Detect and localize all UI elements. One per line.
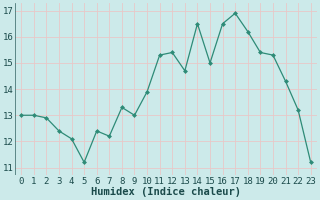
X-axis label: Humidex (Indice chaleur): Humidex (Indice chaleur) [91, 187, 241, 197]
